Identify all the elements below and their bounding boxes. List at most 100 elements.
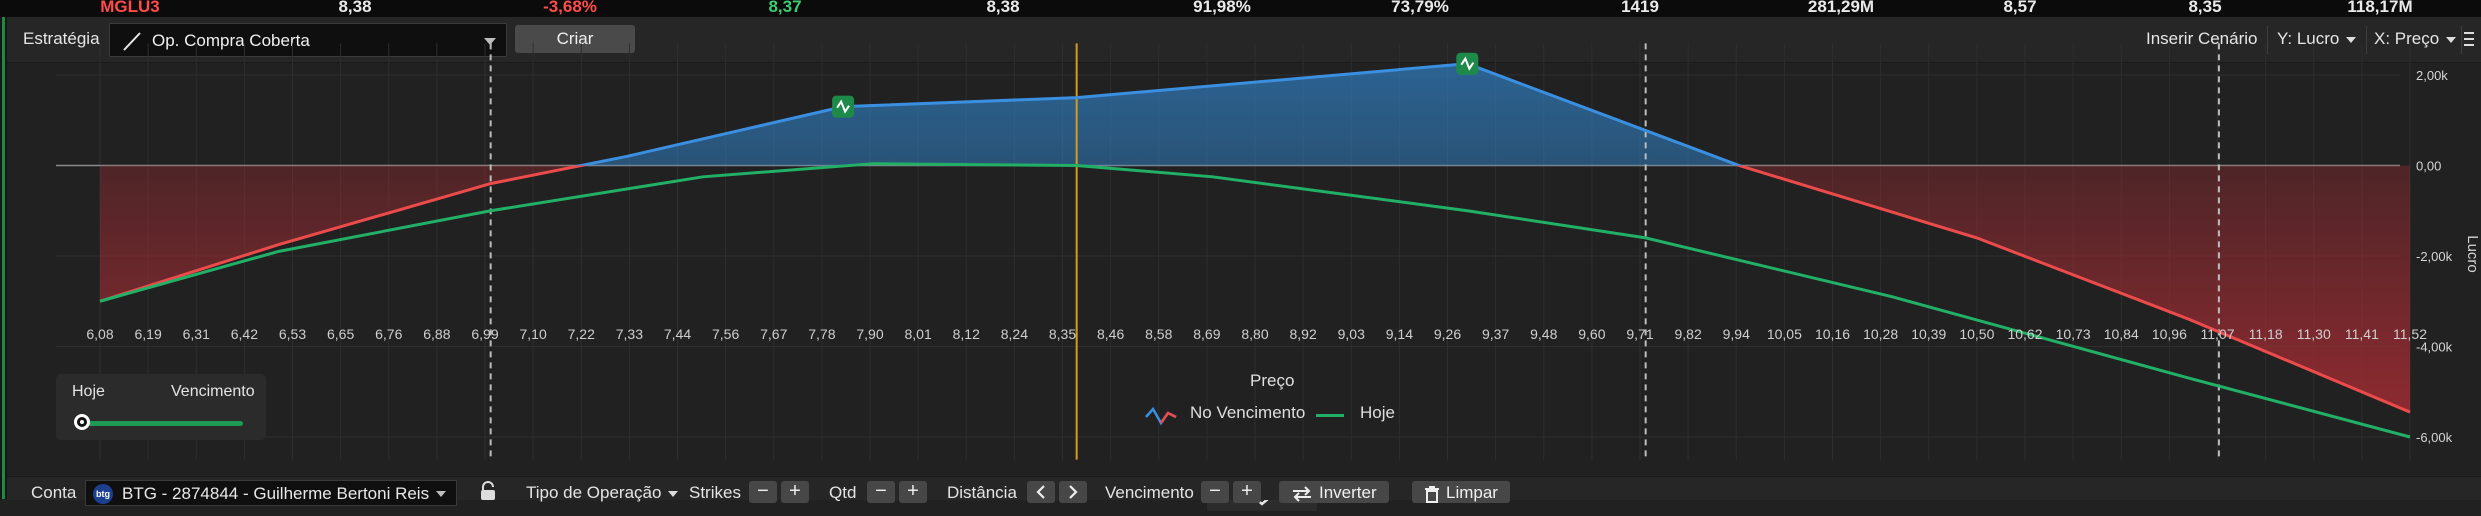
ticker-value: 8,38 (338, 0, 372, 16)
strike-markers (832, 52, 1479, 118)
x-tick-label: 8,01 (905, 326, 932, 342)
chevron-down-icon (484, 38, 496, 45)
x-tick-label: 7,90 (856, 326, 883, 342)
account-label: Conta (31, 483, 77, 502)
account-select[interactable]: btg BTG - 2874844 - Guilherme Bertoni Re… (85, 480, 457, 506)
y-axis-select[interactable]: Y: Lucro (2277, 29, 2357, 49)
x-axis-title: Preço (1250, 371, 1295, 390)
x-axis-select[interactable]: X: Preço (2374, 29, 2457, 49)
strikes-plus-button[interactable]: + (781, 481, 809, 503)
profit-area (100, 63, 2410, 166)
x-tick-label: 6,76 (375, 326, 402, 342)
x-tick-label: 8,80 (1241, 326, 1268, 342)
y-tick-label: 2,00k (2416, 68, 2448, 83)
distance-left-button[interactable] (1027, 481, 1055, 503)
y-axis-title: Lucro (2464, 235, 2481, 273)
ticker-value: 8,35 (2188, 0, 2222, 16)
x-tick-label: 10,84 (2104, 326, 2139, 342)
x-tick-label: 6,31 (183, 326, 210, 342)
lock-icon[interactable] (477, 480, 499, 502)
x-tick-label: 9,03 (1338, 326, 1365, 342)
legend-expiry-label: No Vencimento (1190, 403, 1306, 422)
insert-scenario-button[interactable]: Inserir Cenário (2146, 29, 2258, 48)
time-slider-handle[interactable] (74, 414, 90, 430)
x-tick-label: 7,67 (760, 326, 787, 342)
x-tick-label: 9,82 (1675, 326, 1702, 342)
x-tick-label: 6,88 (423, 326, 450, 342)
x-tick-label: 7,44 (664, 326, 691, 342)
legend-today-label: Hoje (1360, 403, 1395, 422)
clear-label: Limpar (1446, 483, 1498, 502)
ticker-value: MGLU3 (100, 0, 160, 16)
payoff-chart: 2,00k 0,00 -2,00k -4,00k -6,00k 6,08 6,19 6,31… (56, 43, 2481, 460)
invert-label: Inverter (1319, 483, 1377, 502)
operation-type-select[interactable]: Tipo de Operação (526, 483, 679, 503)
x-tick-label: 9,94 (1723, 326, 1750, 342)
strategy-select[interactable]: Op. Compra Coberta (109, 23, 507, 57)
x-tick-label: 9,26 (1434, 326, 1461, 342)
chevron-down-icon (2446, 36, 2457, 43)
qty-plus-button[interactable]: + (899, 481, 927, 503)
x-tick-label: 8,35 (1049, 326, 1076, 342)
ticker-value: 281,29M (1807, 0, 1875, 16)
x-tick-label: 11,07 (2201, 326, 2235, 342)
x-tick-label: 7,10 (520, 326, 547, 342)
x-tick-label: 6,19 (135, 326, 162, 342)
strikes-label: Strikes (689, 483, 741, 502)
invert-button[interactable]: Inverter (1279, 481, 1389, 503)
clear-button[interactable]: Limpar (1412, 481, 1510, 503)
expiry-plus-button[interactable]: + (1233, 481, 1261, 503)
chevron-left-icon (1036, 485, 1045, 499)
chevron-right-icon (1069, 485, 1078, 499)
time-slider-track[interactable] (83, 421, 243, 426)
ticker-value: 8,38 (986, 0, 1020, 16)
strategy-toolbar: Estratégia Op. Compra Coberta Criar Inse… (7, 17, 2481, 63)
x-tick-label: 10,16 (1815, 326, 1850, 342)
x-tick-label: 10,28 (1863, 326, 1898, 342)
reference-lines (489, 43, 2220, 460)
x-tick-label: 10,05 (1767, 326, 1802, 342)
payoff-area (100, 63, 2410, 413)
x-tick-label: 11,30 (2297, 326, 2331, 342)
chevron-down-icon (436, 491, 446, 497)
strategy-label: Estratégia (23, 29, 100, 48)
series-today (99, 162, 2411, 439)
left-panel-edge (0, 17, 7, 499)
x-tick-label: 10,62 (2007, 326, 2042, 342)
x-tick-label: 6,65 (327, 326, 354, 342)
create-button[interactable]: Criar (515, 25, 635, 53)
x-tick-label: 6,53 (279, 326, 306, 342)
x-tick-label: 11,18 (2249, 326, 2283, 342)
expiry-label: Vencimento (1105, 483, 1194, 502)
x-tick-label: 6,99 (471, 326, 498, 342)
x-tick-label: 8,46 (1097, 326, 1124, 342)
menu-icon[interactable] (2463, 29, 2475, 51)
qty-label: Qtd (829, 483, 857, 502)
x-tick-label: 7,78 (808, 326, 835, 342)
x-tick-label: 10,73 (2056, 326, 2091, 342)
x-axis-label: X: Preço (2374, 29, 2440, 48)
x-tick-label: 10,39 (1911, 326, 1946, 342)
series-expiry-loss (99, 165, 2411, 414)
ticker-value: 91,98% (1193, 0, 1251, 16)
expiry-minus-button[interactable]: − (1201, 481, 1229, 503)
ticker-value: 118,17M (2347, 0, 2413, 16)
expiry-slider-label: Vencimento (171, 383, 255, 400)
distance-right-button[interactable] (1059, 481, 1087, 503)
qty-minus-button[interactable]: − (867, 481, 895, 503)
chevron-down-icon (668, 490, 679, 497)
broker-logo-icon: btg (93, 484, 113, 504)
y-tick-label: -6,00k (2416, 430, 2453, 445)
operation-type-label: Tipo de Operação (526, 483, 662, 502)
ticker-value: 8,37 (768, 0, 802, 16)
x-tick-label: 9,14 (1386, 326, 1413, 342)
x-tick-label: 11,41 (2345, 326, 2379, 342)
strikes-minus-button[interactable]: − (749, 481, 777, 503)
x-tick-label: 6,08 (86, 326, 113, 342)
x-tick-label: 8,24 (1001, 326, 1028, 342)
x-tick-label: 7,22 (568, 326, 595, 342)
today-legend-swatch (1316, 414, 1344, 417)
ticker-value: 73,79% (1391, 0, 1449, 16)
x-tick-label: 11,52 (2393, 326, 2427, 342)
x-tick-label: 10,96 (2152, 326, 2187, 342)
